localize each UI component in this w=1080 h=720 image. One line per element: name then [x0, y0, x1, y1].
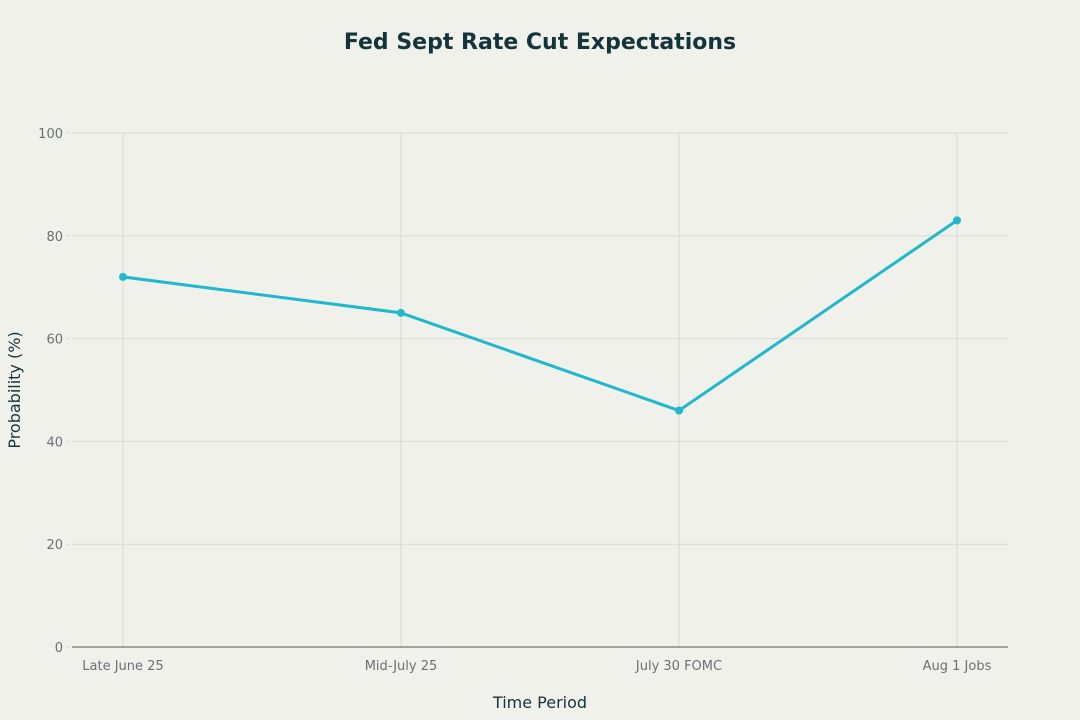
series-line [122, 219, 958, 413]
data-point [397, 308, 405, 317]
y-tick-label: 0 [55, 641, 63, 656]
x-tick-label: Aug 1 Jobs [923, 659, 992, 674]
y-axis-ticks: 0 20 40 60 80 100 [38, 127, 70, 656]
y-tick-label: 40 [46, 435, 63, 450]
data-point [119, 272, 127, 281]
x-axis-ticks: Late June 25 Mid-July 25 July 30 FOMC Aug 1… [82, 659, 991, 674]
data-point [675, 406, 683, 415]
grid [72, 132, 1008, 647]
chart-title: Fed Sept Rate Cut Expectations [343, 30, 737, 55]
y-tick-label: 60 [46, 333, 63, 348]
series [119, 216, 961, 415]
y-tick-label: 20 [46, 538, 63, 553]
y-axis-title: Probability (%) [5, 331, 24, 448]
y-tick-label: 80 [46, 230, 63, 245]
x-axis-title: Time Period [492, 693, 587, 712]
data-point [953, 216, 961, 225]
x-tick-label: July 30 FOMC [635, 659, 722, 674]
y-tick-label: 100 [38, 127, 63, 142]
x-tick-label: Mid-July 25 [365, 659, 438, 674]
x-tick-label: Late June 25 [82, 659, 163, 674]
